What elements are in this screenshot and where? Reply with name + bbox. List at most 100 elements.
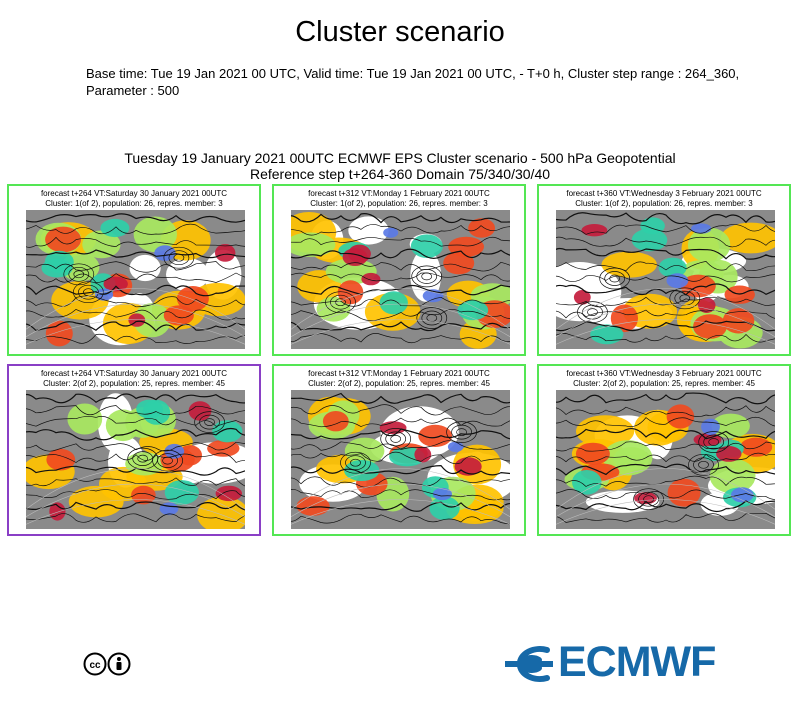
contour-centre	[604, 271, 626, 286]
geopotential-contour	[291, 321, 510, 332]
panel-forecast-label: forecast t+264 VT:Saturday 30 January 20…	[40, 369, 228, 378]
anomaly-shading	[342, 248, 368, 266]
contour-centre	[674, 290, 696, 306]
anomaly-shading	[45, 226, 82, 253]
geopotential-contour	[26, 441, 245, 452]
panel-forecast-label: forecast t+360 VT:Wednesday 3 February 2…	[566, 189, 762, 198]
chart-title-block: Tuesday 19 January 2021 00UTC ECMWF EPS …	[0, 150, 800, 182]
anomaly-shading	[337, 280, 364, 305]
anomaly-shading	[361, 272, 381, 286]
geopotential-contour	[556, 405, 775, 417]
geopotential-contour	[291, 333, 510, 344]
geopotential-contour	[26, 393, 245, 404]
cluster-panel[interactable]: forecast t+264 VT:Saturday 30 January 20…	[7, 184, 261, 356]
anomaly-shading	[443, 251, 475, 275]
anomaly-shading	[291, 232, 336, 257]
graticule-line	[291, 483, 510, 518]
anomaly-shading	[666, 404, 695, 429]
anomaly-shading	[414, 446, 432, 463]
contour-centre	[693, 457, 714, 473]
anomaly-shading	[176, 286, 209, 312]
graticule-line	[26, 288, 245, 330]
geopotential-contour	[291, 404, 510, 416]
cluster-panel[interactable]: forecast t+360 VT:Wednesday 3 February 2…	[537, 364, 791, 536]
contour-centre	[345, 455, 366, 471]
cluster-panel[interactable]: forecast t+312 VT:Monday 1 February 2021…	[272, 184, 526, 356]
anomaly-shading	[581, 224, 608, 237]
contour-centre	[385, 431, 407, 447]
anomaly-shading	[188, 401, 212, 421]
geopotential-contour	[556, 309, 775, 319]
anomaly-shading	[207, 440, 240, 457]
geopotential-contour	[291, 309, 510, 322]
geopotential-contour	[291, 451, 510, 465]
graticule-line	[291, 468, 510, 510]
contour-centre	[390, 435, 402, 443]
graticule-line	[556, 319, 775, 345]
sea-area	[348, 216, 389, 245]
map-plot	[291, 390, 510, 529]
anomaly-shading	[142, 399, 171, 425]
panel-cluster-label: Cluster: 2(of 2), population: 25, repres…	[573, 379, 755, 388]
panel-cluster-label: Cluster: 2(of 2), population: 25, repres…	[308, 379, 490, 388]
geopotential-contour	[26, 477, 245, 487]
contour-centre	[587, 308, 598, 316]
contour-centre	[708, 438, 720, 446]
geopotential-contour	[26, 427, 245, 441]
sea-area	[166, 258, 209, 291]
panel-forecast-label: forecast t+264 VT:Saturday 30 January 20…	[40, 189, 228, 198]
contour-centre	[173, 253, 185, 262]
geopotential-contour	[26, 223, 245, 235]
cluster-panel-selected[interactable]: forecast t+264 VT:Saturday 30 January 20…	[7, 364, 261, 536]
contour-centre	[137, 454, 149, 463]
anomaly-shading	[601, 251, 657, 278]
geopotential-contour	[556, 463, 775, 476]
anomaly-shading	[215, 485, 242, 502]
cluster-panel[interactable]: forecast t+312 VT:Monday 1 February 2021…	[272, 364, 526, 536]
geopotential-contour	[26, 320, 245, 332]
anomaly-shading	[711, 413, 750, 439]
geopotential-contour	[26, 213, 245, 223]
geopotential-contour	[291, 248, 510, 260]
geopotential-contour	[556, 296, 775, 308]
anomaly-shading	[383, 227, 399, 238]
chart-title: Tuesday 19 January 2021 00UTC ECMWF EPS …	[124, 150, 676, 166]
cluster-panel[interactable]: forecast t+360 VT:Wednesday 3 February 2…	[537, 184, 791, 356]
anomaly-shading	[666, 273, 689, 289]
graticule-line	[291, 303, 510, 338]
anomaly-shading	[344, 460, 380, 481]
contour-centre	[446, 421, 477, 443]
panel-cluster-label: Cluster: 2(of 2), population: 25, repres…	[43, 379, 225, 388]
geopotential-contour	[556, 512, 775, 523]
contour-centre	[669, 287, 701, 310]
map-svg	[291, 210, 510, 349]
geopotential-contour	[26, 295, 245, 308]
cc-by-license-icon: cc	[83, 652, 131, 676]
panel-cluster-label: Cluster: 1(of 2), population: 26, repres…	[45, 199, 223, 208]
graticule-line	[291, 499, 510, 525]
anomaly-shading	[610, 304, 638, 333]
graticule-line	[26, 499, 245, 525]
contour-centre	[599, 267, 631, 290]
geopotential-contour	[26, 261, 245, 273]
anomaly-shading	[667, 478, 701, 507]
metadata-line-2: Parameter : 500	[86, 83, 180, 98]
anomaly-shading	[44, 250, 74, 273]
geopotential-contour	[556, 392, 775, 405]
geopotential-contour	[556, 441, 775, 452]
geopotential-contour	[291, 261, 510, 272]
graticule-line	[291, 319, 510, 345]
contour-centre	[162, 456, 173, 465]
contour-centre	[335, 298, 346, 307]
geopotential-contour	[26, 236, 245, 248]
anomaly-shading	[379, 291, 408, 315]
contour-centre	[698, 431, 730, 453]
sea-area	[410, 249, 442, 302]
panel-cluster-label: Cluster: 1(of 2), population: 26, repres…	[310, 199, 488, 208]
geopotential-contour	[26, 284, 245, 297]
contour-centre	[416, 269, 438, 284]
geopotential-contour	[291, 392, 510, 404]
panel-cluster-label: Cluster: 1(of 2), population: 26, repres…	[575, 199, 753, 208]
anomaly-shading	[212, 420, 243, 443]
anomaly-shading	[447, 441, 464, 452]
